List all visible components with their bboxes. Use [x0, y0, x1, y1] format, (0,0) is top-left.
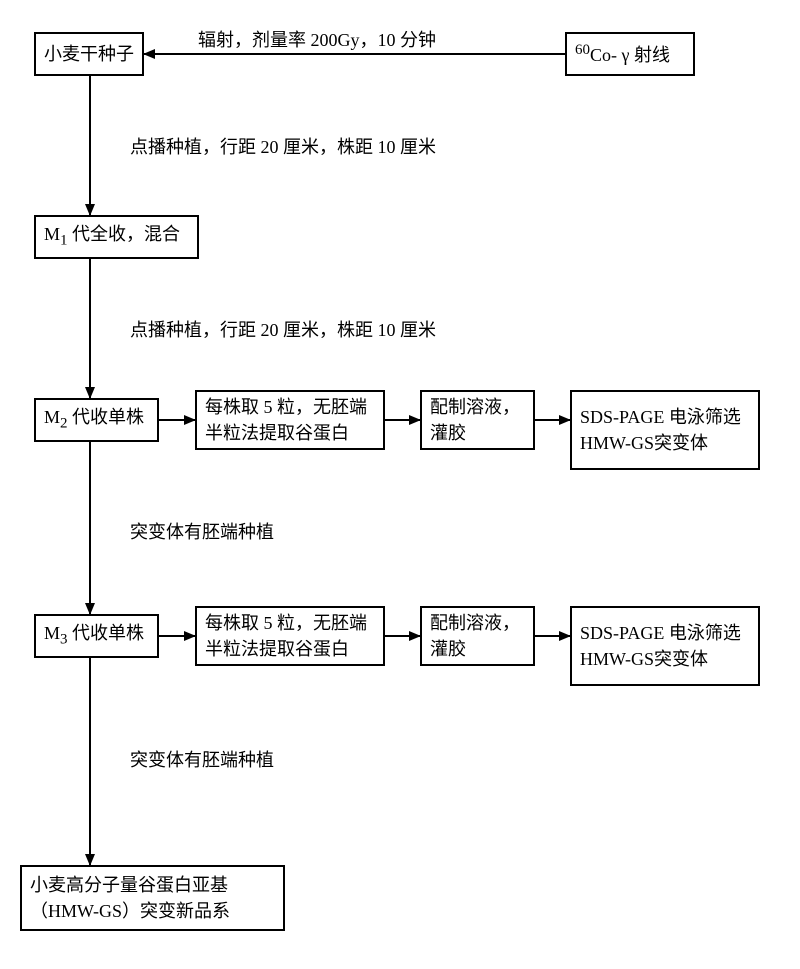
node-text-b_final: 小麦高分子量谷蛋白亚基（HMW-GS）突变新品系: [30, 872, 275, 924]
node-b_seed: 小麦干种子: [34, 32, 144, 76]
edge-label-l_sow2: 点播种植，行距 20 厘米，株距 10 厘米: [130, 318, 436, 343]
node-b_final: 小麦高分子量谷蛋白亚基（HMW-GS）突变新品系: [20, 865, 285, 931]
node-b_m3_gel: 配制溶液，灌胶: [420, 606, 535, 666]
node-text-b_m2_gel: 配制溶液，灌胶: [430, 394, 525, 446]
node-b_source: 60Co- γ 射线: [565, 32, 695, 76]
node-b_m2_ext: 每株取 5 粒，无胚端半粒法提取谷蛋白: [195, 390, 385, 450]
node-text-b_m2_ext: 每株取 5 粒，无胚端半粒法提取谷蛋白: [205, 394, 375, 446]
node-text-b_m3_gel: 配制溶液，灌胶: [430, 610, 525, 662]
edge-label-l_sow1: 点播种植，行距 20 厘米，株距 10 厘米: [130, 135, 436, 160]
node-b_m3_sds: SDS-PAGE 电泳筛选 HMW-GS突变体: [570, 606, 760, 686]
node-b_m3_ext: 每株取 5 粒，无胚端半粒法提取谷蛋白: [195, 606, 385, 666]
node-b_m3: M3 代收单株: [34, 614, 159, 658]
node-text-b_m2: M2 代收单株: [44, 404, 144, 435]
edge-label-l_rad: 辐射，剂量率 200Gy，10 分钟: [198, 28, 436, 53]
node-b_m1: M1 代全收，混合: [34, 215, 199, 259]
node-b_m2_sds: SDS-PAGE 电泳筛选 HMW-GS突变体: [570, 390, 760, 470]
node-text-b_seed: 小麦干种子: [44, 41, 134, 67]
node-text-b_m2_sds: SDS-PAGE 电泳筛选 HMW-GS突变体: [580, 404, 750, 456]
flowchart-canvas: 小麦干种子60Co- γ 射线M1 代全收，混合M2 代收单株每株取 5 粒，无…: [0, 0, 800, 969]
edge-label-l_mut2: 突变体有胚端种植: [130, 748, 274, 773]
node-text-b_m1: M1 代全收，混合: [44, 221, 180, 252]
node-text-b_source: 60Co- γ 射线: [575, 40, 670, 68]
node-text-b_m3_ext: 每株取 5 粒，无胚端半粒法提取谷蛋白: [205, 610, 375, 662]
edge-label-l_mut1: 突变体有胚端种植: [130, 520, 274, 545]
node-b_m2: M2 代收单株: [34, 398, 159, 442]
node-text-b_m3_sds: SDS-PAGE 电泳筛选 HMW-GS突变体: [580, 620, 750, 672]
node-text-b_m3: M3 代收单株: [44, 620, 144, 651]
node-b_m2_gel: 配制溶液，灌胶: [420, 390, 535, 450]
